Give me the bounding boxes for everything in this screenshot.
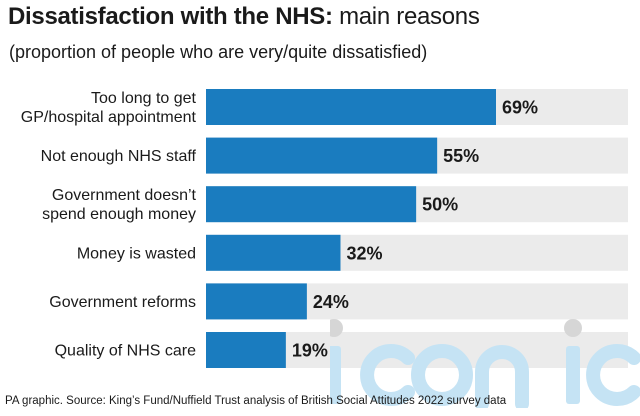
bar-2 xyxy=(206,137,438,174)
value-label-5: 24% xyxy=(313,292,349,312)
category-label-4: Money is wasted xyxy=(77,245,196,262)
chart-title-regular: main reasons xyxy=(339,3,480,30)
category-label-6: Quality of NHS care xyxy=(55,343,196,360)
category-label-1-line-2: GP/hospital appointment xyxy=(21,109,197,126)
category-label-3-line-1: Government doesn’t xyxy=(52,187,197,204)
bar-4 xyxy=(206,234,341,271)
bar-6 xyxy=(206,332,286,368)
value-label-3: 50% xyxy=(422,195,458,215)
value-label-1: 69% xyxy=(502,98,538,118)
value-label-6: 19% xyxy=(292,341,328,361)
chart-subtitle: (proportion of people who are very/quite… xyxy=(9,42,428,62)
category-label-2: Not enough NHS staff xyxy=(41,148,197,165)
bar-3 xyxy=(206,186,417,223)
bar-5 xyxy=(206,283,307,320)
category-label-5: Government reforms xyxy=(49,294,196,311)
category-label-3-line-2: spend enough money xyxy=(42,206,196,223)
bar-1 xyxy=(206,89,496,125)
chart-title: Dissatisfaction with the NHS: main reaso… xyxy=(8,2,480,32)
value-label-4: 32% xyxy=(346,243,382,263)
source-note: PA graphic. Source: King’s Fund/Nuffield… xyxy=(5,395,507,407)
category-label-1-line-1: Too long to get xyxy=(91,90,197,107)
chart-title-bold: Dissatisfaction with the NHS: xyxy=(8,3,333,30)
value-label-2: 55% xyxy=(443,146,479,166)
